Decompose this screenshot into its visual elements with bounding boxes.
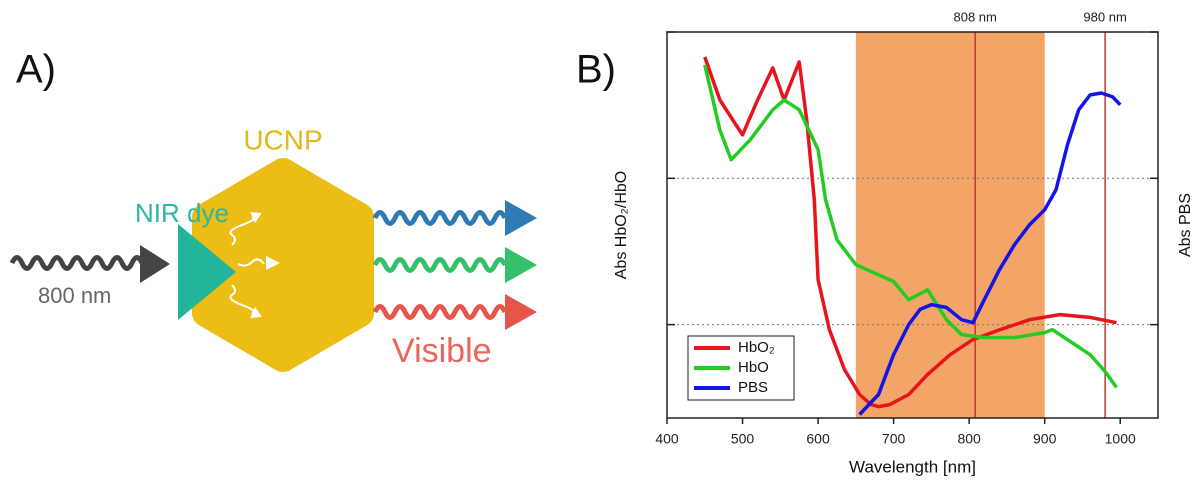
input-wave	[9, 255, 145, 271]
dye-triangle	[178, 224, 236, 320]
legend-label: HbO	[738, 359, 769, 376]
line-series	[703, 64, 1118, 389]
panel-label: B)	[576, 48, 616, 92]
x-axis-label: Wavelength [nm]	[849, 457, 976, 476]
plot-frame	[666, 31, 1159, 419]
x-tick-label: 500	[731, 431, 755, 447]
output-wave	[372, 210, 508, 226]
x-tick-label: 900	[1033, 431, 1057, 447]
input-label: 800 nm	[38, 283, 111, 308]
energy-transfer-heads	[250, 212, 280, 318]
legend-label: PBS	[738, 379, 768, 396]
ucnp-label: UCNP	[243, 124, 322, 155]
output-arrowhead	[505, 247, 537, 283]
x-tick-label: 400	[655, 431, 679, 447]
y-axis-label: Abs HbO₂/HbO	[613, 171, 630, 279]
output-arrowhead	[505, 294, 537, 330]
ucnp-hexagon	[192, 158, 374, 372]
energy-transfer-arrows	[229, 216, 265, 314]
panel-label: A)	[16, 48, 56, 92]
line-series	[703, 56, 1117, 409]
marker-label: 980 nm	[1083, 9, 1126, 24]
dye-label: NIR dye	[135, 198, 229, 228]
series-group	[703, 56, 1122, 416]
x-tick-label: 800	[957, 431, 981, 447]
output-arrowhead	[505, 200, 537, 236]
y2-axis-label: Abs PBS	[1177, 193, 1194, 257]
x-tick-label: 1000	[1105, 431, 1136, 447]
x-tick-label: 600	[806, 431, 830, 447]
input-arrowhead	[140, 245, 170, 283]
output-label: Visible	[392, 332, 492, 370]
line-series	[858, 91, 1122, 416]
shaded-band	[855, 32, 1045, 418]
x-tick-label: 700	[882, 431, 906, 447]
legend-label: HbO₂	[738, 339, 775, 356]
marker-label: 808 nm	[954, 9, 997, 24]
output-wave	[372, 304, 508, 320]
output-wave	[372, 257, 508, 273]
